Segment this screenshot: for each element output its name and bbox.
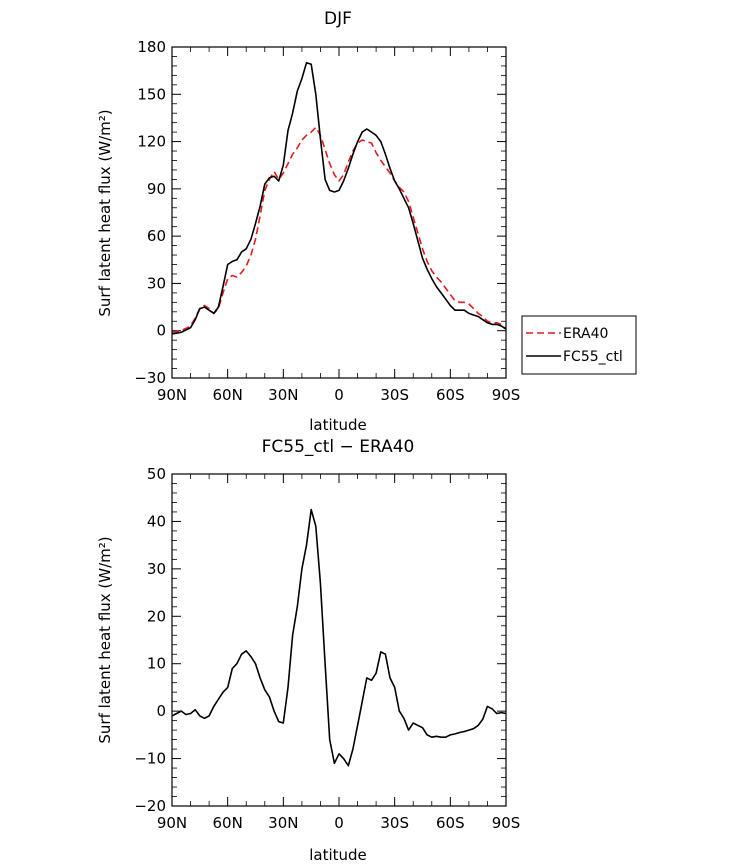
x-tick-label: 60S	[436, 386, 465, 404]
x-tick-label: 30S	[380, 386, 409, 404]
y-axis-label: Surf latent heat flux (W/m²)	[96, 536, 114, 743]
x-tick-label: 60N	[213, 814, 243, 832]
y-tick-label: 20	[147, 607, 166, 625]
x-tick-label: 30S	[380, 814, 409, 832]
y-tick-label: 90	[147, 180, 166, 198]
y-tick-label: 40	[147, 512, 166, 530]
x-tick-label: 60S	[436, 814, 465, 832]
legend-label-era40: ERA40	[563, 326, 608, 342]
y-tick-label: 30	[147, 560, 166, 578]
x-tick-label: 30N	[268, 814, 298, 832]
y-tick-label: 10	[147, 655, 166, 673]
x-axis-label: latitude	[309, 846, 367, 864]
panel-djf: DJF −30 0 30 60 90 120 150 180 90N 60N 30N 0 30S 60S…	[96, 9, 637, 434]
legend-box	[521, 315, 637, 375]
x-tick-label: 0	[334, 814, 344, 832]
plot-frame	[171, 473, 507, 807]
panel-difference: FC55_ctl − ERA40 −20 −10 0 10 20 30 40 50 90N 60…	[96, 437, 520, 864]
series-line-fc55_ctl	[171, 61, 507, 335]
y-tick-label: 0	[156, 322, 166, 340]
plot-frame	[171, 46, 507, 379]
legend-label-fc55: FC55_ctl	[563, 349, 623, 365]
y-tick-label: 150	[137, 85, 166, 103]
y-tick-label: 180	[137, 38, 166, 56]
x-axis-ticks: 90N 60N 30N 0 30S 60S 90S	[157, 474, 520, 832]
y-tick-label: −20	[134, 797, 166, 815]
series-lines	[171, 508, 507, 767]
chart-title: FC55_ctl − ERA40	[262, 437, 415, 457]
x-tick-label: 60N	[213, 386, 243, 404]
y-tick-label: 0	[156, 702, 166, 720]
legend: ERA40 FC55_ctl	[521, 315, 637, 375]
y-tick-label: 50	[147, 465, 166, 483]
x-tick-label: 30N	[268, 386, 298, 404]
x-tick-label: 90S	[492, 386, 521, 404]
x-tick-label: 0	[334, 386, 344, 404]
x-axis-ticks: 90N 60N 30N 0 30S 60S 90S	[157, 47, 520, 404]
x-tick-label: 90N	[157, 386, 187, 404]
y-tick-label: 60	[147, 227, 166, 245]
y-axis-label: Surf latent heat flux (W/m²)	[96, 109, 114, 316]
x-axis-label: latitude	[309, 416, 367, 434]
y-tick-label: −10	[134, 750, 166, 768]
series-lines	[171, 61, 507, 335]
chart-title: DJF	[324, 9, 352, 29]
y-axis-ticks: −30 0 30 60 90 120 150 180	[134, 38, 506, 387]
x-tick-label: 90S	[492, 814, 521, 832]
y-tick-label: −30	[134, 369, 166, 387]
y-tick-label: 120	[137, 133, 166, 151]
y-axis-ticks: −20 −10 0 10 20 30 40 50	[134, 465, 506, 815]
y-tick-label: 30	[147, 274, 166, 292]
series-line-era40	[171, 126, 507, 334]
x-tick-label: 90N	[157, 814, 187, 832]
series-line-difference	[171, 508, 507, 767]
